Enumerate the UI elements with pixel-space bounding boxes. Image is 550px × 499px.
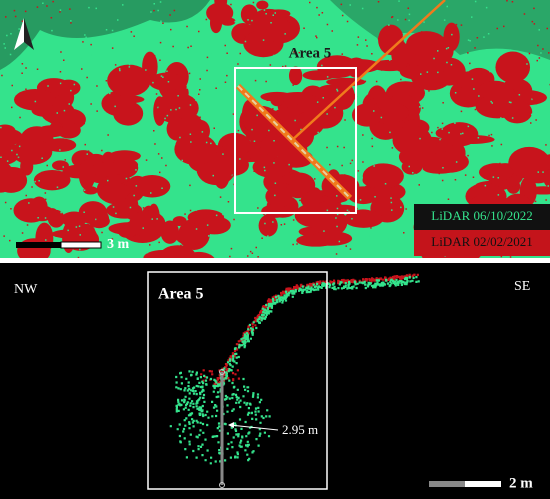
- north-arrow: [14, 18, 34, 50]
- red-blob: [129, 210, 166, 237]
- red-blob: [309, 231, 353, 246]
- red-blob: [256, 0, 269, 10]
- legend-entry: LiDAR 06/10/2022: [431, 208, 532, 223]
- red-blob: [166, 117, 188, 141]
- red-blob: [107, 64, 151, 97]
- top-point-cloud: [0, 0, 550, 258]
- height-end: [219, 482, 225, 488]
- red-blob: [78, 159, 96, 190]
- red-blob: [11, 139, 53, 165]
- red-blob: [289, 66, 303, 86]
- measurement-label: 2.95 m: [282, 422, 318, 437]
- legend-entry: LiDAR 02/02/2021: [431, 234, 532, 249]
- red-blob: [175, 227, 205, 246]
- red-blob: [401, 159, 423, 175]
- red-blob: [392, 125, 432, 156]
- red-blob: [330, 204, 358, 213]
- profile-band-dash: [237, 85, 351, 199]
- callout-line: [229, 424, 279, 431]
- red-blobs: [0, 0, 550, 258]
- red-blob: [78, 201, 108, 225]
- red-blob: [440, 122, 479, 147]
- red-blob: [362, 163, 404, 189]
- red-blob: [83, 186, 98, 195]
- red-blob: [55, 94, 73, 110]
- red-blob: [445, 141, 466, 163]
- callout-arrow: [228, 422, 234, 428]
- scale-label: 3 m: [107, 237, 130, 252]
- red-blob: [31, 104, 57, 117]
- scale-bar-gray: [429, 481, 465, 487]
- red-blob: [543, 169, 550, 189]
- red-blob: [266, 20, 297, 44]
- red-blob: [160, 220, 179, 244]
- red-blob: [56, 79, 81, 96]
- legend-box: [414, 204, 550, 230]
- red-blob: [30, 196, 48, 217]
- red-blob: [243, 105, 280, 135]
- red-blob: [508, 146, 550, 179]
- area-box: [147, 271, 328, 490]
- red-blob: [258, 214, 278, 237]
- red-blob: [0, 128, 24, 147]
- direction-label: NW: [14, 282, 38, 297]
- red-blob: [33, 170, 71, 191]
- red-blob: [406, 31, 447, 57]
- red-blob: [261, 204, 289, 218]
- red-blob: [172, 216, 187, 227]
- scale-bar-white: [60, 241, 102, 249]
- scale-bar-black: [16, 242, 61, 248]
- red-blob: [154, 92, 199, 124]
- red-blob: [183, 251, 215, 258]
- red-blob: [206, 2, 234, 24]
- red-blob: [99, 183, 133, 204]
- red-blob: [270, 93, 284, 107]
- red-blob: [148, 72, 185, 91]
- scale-label: 2 m: [509, 475, 533, 491]
- red-blob: [47, 209, 65, 228]
- red-blob: [89, 162, 124, 177]
- red-blob: [102, 151, 115, 166]
- red-blob: [391, 39, 408, 68]
- red-blob: [266, 9, 291, 19]
- red-blob: [343, 210, 384, 228]
- legend-box: [414, 230, 550, 256]
- direction-label: SE: [514, 279, 530, 294]
- red-blob: [307, 187, 324, 219]
- red-blob: [292, 174, 311, 186]
- scale-bar-white: [465, 481, 501, 487]
- height-end: [219, 369, 225, 375]
- red-blob: [123, 193, 139, 220]
- red-blob: [143, 250, 182, 258]
- area-label: Area 5: [158, 286, 203, 303]
- red-blob: [198, 216, 231, 235]
- red-blob: [495, 51, 531, 84]
- profile-line: [289, 0, 446, 143]
- dark-vegetation: [0, 0, 210, 70]
- red-blob: [479, 163, 514, 182]
- red-blob: [108, 150, 141, 162]
- red-blob: [0, 166, 24, 176]
- red-blob: [475, 94, 520, 119]
- red-blob: [174, 133, 217, 166]
- area-label: Area 5: [289, 45, 332, 61]
- red-blob: [265, 185, 293, 208]
- red-blob: [51, 160, 69, 171]
- red-blob: [347, 186, 379, 205]
- area-box: [234, 67, 357, 214]
- dark-vegetation: [330, 0, 550, 60]
- red-blob: [351, 103, 383, 127]
- red-blob: [133, 175, 171, 198]
- red-blob: [103, 94, 145, 104]
